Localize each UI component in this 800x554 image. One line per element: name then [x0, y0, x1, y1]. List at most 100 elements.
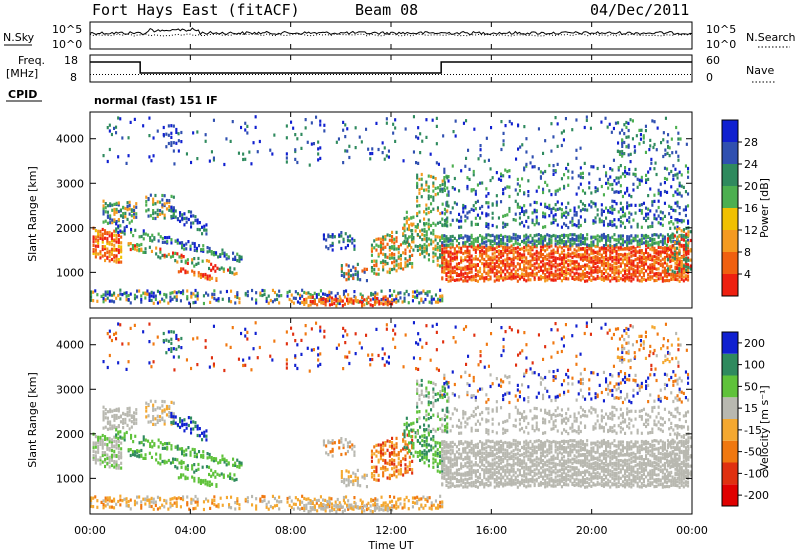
power-cell — [657, 253, 660, 257]
power-cell — [416, 245, 419, 249]
power-cell — [529, 272, 532, 276]
velocity-cell — [172, 415, 175, 419]
velocity-cell — [138, 441, 141, 445]
velocity-cell — [379, 466, 382, 471]
power-cell — [575, 211, 578, 215]
power-cell — [464, 267, 467, 271]
velocity-cell — [391, 441, 394, 445]
power-cell — [525, 164, 528, 168]
velocity-cell — [113, 435, 116, 439]
power-cell — [495, 203, 498, 207]
power-cell — [679, 137, 682, 141]
power-cell — [436, 208, 439, 212]
velocity-cell — [380, 495, 383, 499]
velocity-cell — [340, 452, 343, 457]
power-cell — [523, 255, 526, 259]
power-cell — [487, 158, 490, 162]
power-cell — [468, 249, 471, 253]
power-cell — [359, 292, 362, 296]
velocity-cell — [174, 465, 177, 469]
power-cell — [92, 299, 95, 303]
velocity-cell — [119, 503, 122, 507]
velocity-cell — [106, 443, 109, 447]
velocity-cell — [403, 435, 406, 439]
power-cell — [474, 263, 477, 267]
power-cell — [565, 273, 568, 277]
power-cell — [426, 290, 429, 294]
power-cell — [573, 252, 576, 256]
power-cell — [676, 230, 679, 234]
power-cell — [90, 298, 93, 302]
power-cell — [606, 125, 609, 129]
power-cell — [682, 185, 685, 189]
velocity-cell — [408, 433, 411, 438]
velocity-cell — [217, 461, 220, 465]
power-cell — [502, 188, 505, 192]
velocity-cell — [379, 446, 382, 451]
power-cell — [447, 250, 450, 254]
power-cell — [567, 254, 570, 258]
power-cell — [161, 240, 164, 244]
power-cell — [163, 202, 166, 206]
power-cell — [94, 289, 97, 293]
power-cell — [539, 241, 542, 245]
power-cell — [632, 172, 635, 176]
power-cell — [500, 250, 503, 254]
power-cell — [436, 221, 439, 225]
power-cell — [410, 229, 413, 233]
power-cell — [441, 253, 444, 257]
velocity-cell — [410, 451, 413, 456]
power-cell — [102, 212, 105, 216]
power-cell — [581, 272, 584, 276]
power-cell — [128, 200, 131, 204]
power-cell — [663, 261, 666, 265]
power-cell — [443, 167, 446, 171]
power-cell — [577, 277, 580, 282]
power-cell — [575, 271, 578, 275]
power-cell — [263, 289, 266, 293]
power-cell — [682, 270, 685, 274]
velocity-cell — [397, 468, 400, 472]
power-cell — [182, 289, 185, 293]
power-cell — [563, 276, 566, 280]
power-cell — [632, 249, 635, 253]
power-cell — [316, 303, 319, 307]
power-cell — [370, 249, 373, 253]
power-cell — [523, 168, 526, 172]
power-cell — [552, 263, 555, 267]
power-cell — [288, 297, 291, 302]
power-cell — [294, 148, 297, 152]
noise-sky-line — [89, 27, 693, 36]
power-cell — [151, 233, 154, 237]
power-cell — [624, 212, 627, 216]
power-cell — [451, 239, 454, 243]
power-cell — [506, 222, 509, 227]
power-cell — [514, 188, 517, 192]
velocity-cell — [246, 496, 249, 500]
power-cell — [510, 277, 513, 281]
power-cell — [535, 271, 538, 275]
velocity-cell — [411, 471, 414, 475]
velocity-cell — [191, 447, 194, 451]
power-cell — [337, 299, 340, 303]
velocity-cell — [365, 507, 368, 512]
power-cell — [659, 246, 662, 250]
power-cell — [170, 214, 173, 219]
power-cell — [518, 205, 521, 209]
power-cell — [254, 115, 257, 119]
power-cell — [232, 257, 235, 261]
power-cell — [343, 275, 346, 279]
power-cell — [516, 242, 519, 246]
power-cell — [639, 137, 642, 141]
velocity-cell — [296, 506, 299, 510]
power-cell — [170, 208, 173, 213]
power-cell — [416, 199, 419, 203]
power-cell — [382, 246, 385, 250]
power-cell — [427, 174, 430, 178]
power-cell — [670, 169, 673, 174]
power-cell — [687, 238, 690, 242]
power-cell — [592, 264, 595, 269]
power-cell — [521, 220, 524, 225]
power-cell — [563, 256, 566, 260]
power-cell — [651, 270, 654, 274]
